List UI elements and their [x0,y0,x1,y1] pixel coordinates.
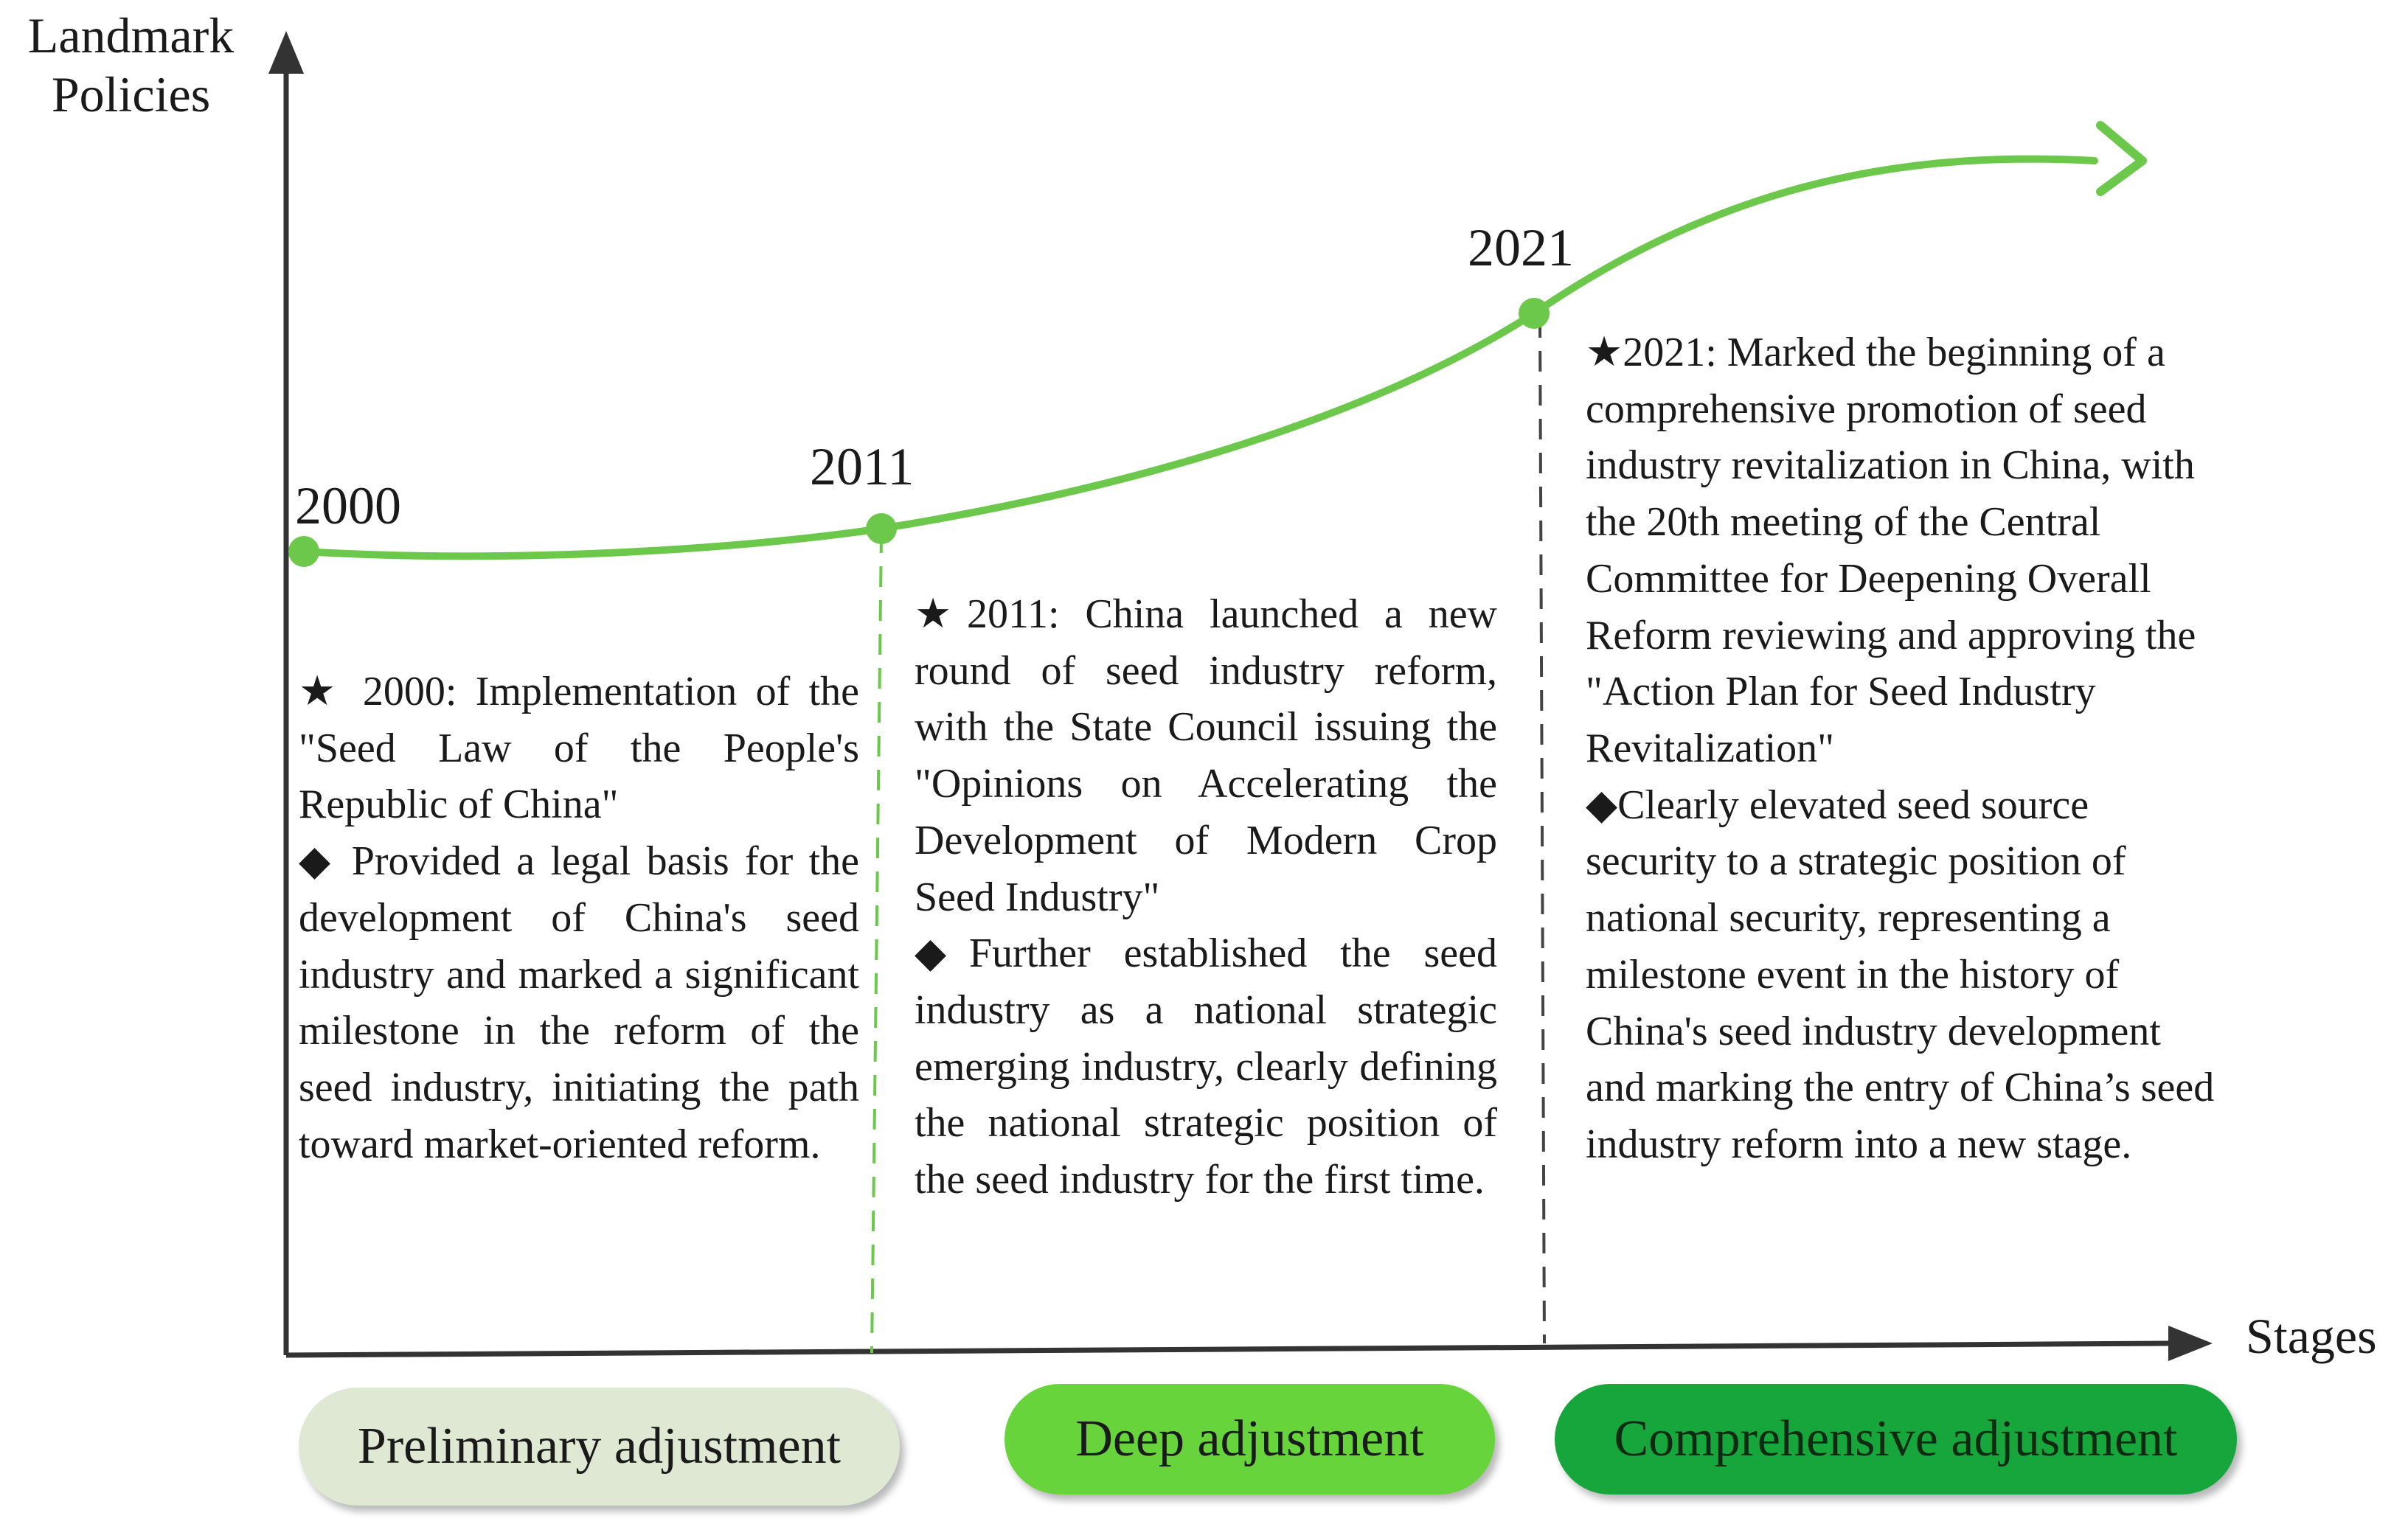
milestone-headline-2021: ★2021: Marked the beginning of a compreh… [1586,330,2196,772]
milestone-description-2021: ★2021: Marked the beginning of a compreh… [1586,324,2220,1173]
x-axis-label: Stages [2246,1308,2377,1364]
stage-pill-comprehensive: Comprehensive adjustment [1555,1384,2237,1495]
x-axis-line [285,1340,2169,1358]
milestone-description-2011: ★2011: China launched a new round of see… [915,586,1497,1208]
milestone-impact-2011: ◆Further established the seed industry a… [915,930,1497,1203]
milestone-point-2011 [866,513,897,544]
milestone-description-2000: ★ 2000: Implementation of the "Seed Law … [299,664,859,1172]
stage-pill-deep: Deep adjustment [1005,1384,1495,1495]
year-label-2000: 2000 [295,476,401,535]
x-axis-arrowhead [2168,1326,2213,1361]
stage-pill-preliminary: Preliminary adjustment [299,1388,900,1506]
milestone-point-2000 [288,536,319,567]
policy-growth-curve [300,155,2098,560]
stage-divider-2011 [870,532,883,1354]
milestone-impact-2021: ◆Clearly elevated seed source security t… [1586,782,2215,1168]
year-label-2021: 2021 [1468,218,1574,277]
milestone-headline-2000: ★ 2000: Implementation of the "Seed Law … [299,669,859,828]
milestone-point-2021 [1519,298,1550,329]
milestone-headline-2011: ★2011: China launched a new round of see… [915,591,1497,920]
curve-arrowhead [2096,121,2147,196]
stage-divider-2021 [1538,316,1546,1344]
y-axis-label: Landmark Policies [4,6,258,124]
y-axis-label-line1: Landmark [27,7,235,63]
y-axis-arrowhead [268,31,304,74]
year-label-2011: 2011 [810,437,915,496]
y-axis-label-line2: Policies [51,66,211,123]
milestone-impact-2000: ◆ Provided a legal basis for the develop… [299,838,859,1167]
